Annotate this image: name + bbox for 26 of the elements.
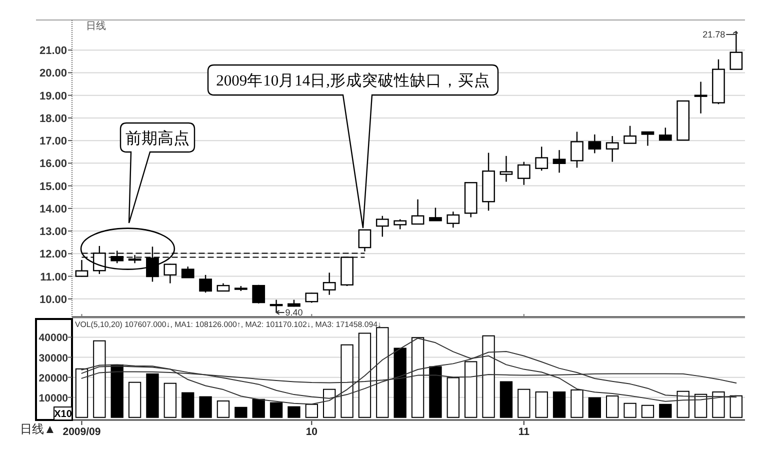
y-tick-label: 10.00 [39,294,67,306]
x-tick-label: 11 [518,426,530,438]
text: X10 [54,409,72,420]
y-tick-label: 21.00 [39,45,67,58]
x-tick-label: 2009/09 [62,426,101,438]
y-tick-label: 12.00 [39,248,67,261]
annotation: 前期高点 [126,129,190,148]
y-tick-label: 14.00 [39,203,67,216]
x-tick-label: 10 [306,426,318,438]
y-tick-label: 20.00 [39,68,67,80]
y-tick-label: 10000 [38,392,68,404]
y-tick-label: 19.00 [39,90,67,102]
annotation: 21.78 [702,29,726,40]
annotation: 9.40 [285,307,303,318]
chart-title: 日线 [86,20,106,32]
y-tick-label: 40000 [38,332,68,344]
y-tick-label: 20000 [38,372,68,384]
y-tick-label: 17.00 [39,136,67,148]
y-tick-label: 16.00 [39,158,67,170]
y-tick-label: 18.00 [39,112,67,125]
y-tick-label: 15.00 [39,180,67,193]
y-tick-label: 13.00 [39,226,67,238]
text: 日线▲ [20,422,56,436]
annotation: 2009年10月14日,形成突破性缺口，买点 [216,72,490,90]
y-tick-label: 30000 [38,352,68,364]
y-tick-label: 11.00 [40,271,67,284]
